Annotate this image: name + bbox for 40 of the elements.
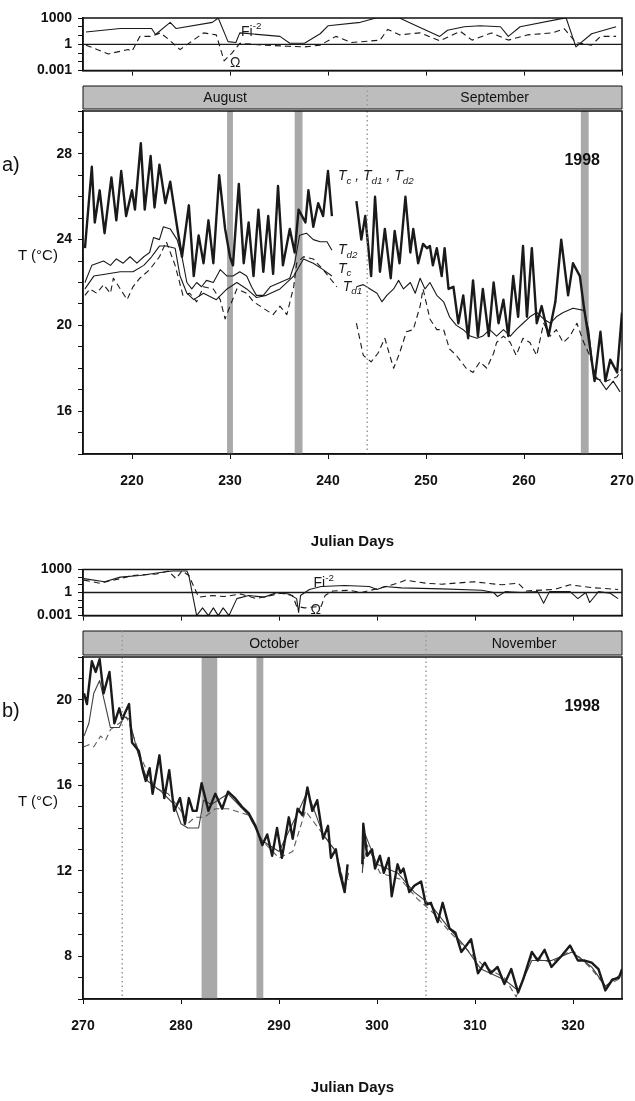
series-label: Ω	[230, 53, 241, 70]
text: August	[203, 89, 247, 106]
y-tick-label: 20	[56, 690, 73, 707]
y-tick-label: 28	[56, 144, 73, 161]
y-axis-title: T (°C)	[18, 791, 58, 811]
text: September	[460, 89, 530, 106]
y-tick-label: 1	[64, 35, 73, 52]
x-tick-label: 230	[218, 472, 242, 489]
x-tick-label: 250	[414, 472, 438, 489]
x-tick-label: 290	[267, 1017, 291, 1034]
annotation: 1998	[564, 151, 601, 169]
text: October	[249, 634, 300, 651]
x-tick-label: 220	[120, 472, 144, 489]
y-tick-label: 20	[56, 316, 73, 333]
x-axis-title: Julian Days	[310, 532, 395, 550]
x-tick-label: 300	[365, 1017, 389, 1034]
y-tick-label: 0.001	[36, 606, 73, 623]
x-tick-label: 280	[169, 1017, 193, 1034]
annotation: 1998	[564, 697, 601, 715]
y-tick-label: 1	[64, 583, 73, 600]
x-tick-label: 320	[561, 1017, 585, 1034]
x-tick-label: 260	[512, 472, 536, 489]
y-tick-label: 16	[56, 776, 73, 793]
y-axis-title: T (°C)	[18, 245, 58, 265]
x-tick-label: 310	[463, 1017, 487, 1034]
text: a)	[2, 153, 20, 176]
y-tick-label: 1000	[40, 8, 73, 25]
y-tick-label: 8	[64, 947, 73, 964]
y-tick-label: 12	[56, 861, 73, 878]
x-axis-title: Julian Days	[310, 1078, 395, 1096]
text: November	[491, 634, 557, 651]
y-tick-label: 1000	[40, 560, 73, 577]
series-label: Ω	[310, 600, 321, 617]
y-tick-label: 0.001	[36, 61, 73, 78]
y-tick-label: 24	[56, 230, 73, 247]
x-tick-label: 270	[610, 472, 634, 489]
x-tick-label: 270	[71, 1017, 95, 1034]
x-tick-label: 240	[316, 472, 340, 489]
y-tick-label: 16	[56, 401, 73, 418]
text: b)	[2, 699, 20, 722]
